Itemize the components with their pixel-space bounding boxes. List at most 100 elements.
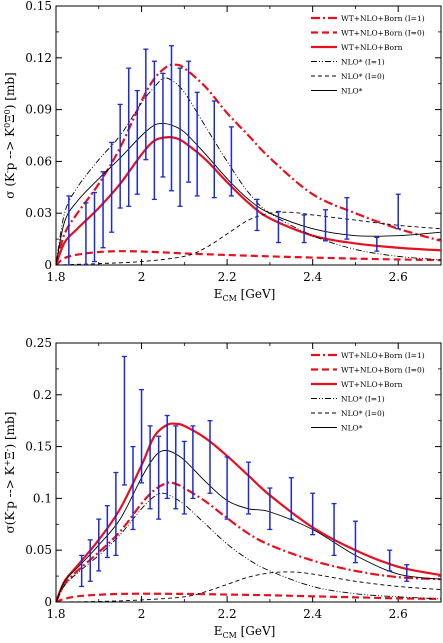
data-point (177, 67, 183, 207)
data-point (352, 520, 358, 564)
data-point (134, 89, 140, 195)
x-tick-label: 2.4 (303, 607, 322, 621)
legend-label: WT+NLO+Born (341, 380, 403, 389)
series-line (56, 571, 441, 602)
data-point (186, 60, 192, 183)
data-point (139, 388, 145, 484)
data-point (374, 236, 380, 252)
data-point (96, 518, 102, 572)
legend-label: WT+NLO+Born (I=0) (341, 29, 425, 38)
legend-label: NLO* (341, 424, 363, 433)
x-tick-label: 2 (138, 270, 146, 284)
legend-label: NLO* (341, 87, 363, 96)
data-point (169, 45, 174, 192)
data-point (207, 420, 213, 494)
x-axis-label: ECM [GeV] (214, 287, 276, 303)
series-line (56, 135, 441, 265)
y-tick-label: 0.05 (25, 543, 52, 557)
data-point (104, 505, 110, 559)
data-point (310, 492, 316, 536)
legend: WT+NLO+Born (I=1) WT+NLO+Born (I=0) WT+NLO… (311, 351, 425, 433)
data-point (267, 487, 273, 531)
y-axis-label: σ(K-p --> K+Ξ-) [mb] (3, 412, 17, 534)
series-line (56, 481, 441, 602)
y-tick-label: 0 (44, 595, 52, 609)
legend: WT+NLO+Born (I=1) WT+NLO+Born (I=0) WT+NLO… (311, 14, 425, 96)
legend-label: NLO* (I=1) (341, 58, 385, 67)
y-tick-label: 0.09 (25, 103, 52, 117)
y-tick-label: 0 (44, 258, 52, 272)
data-point (100, 171, 106, 249)
data-point (190, 425, 196, 500)
legend-label: WT+NLO+Born (I=1) (341, 351, 425, 360)
chart-top: 1.8 2 2.2 2.4 2.6 0 0.03 0.06 0.09 0.12 0.15 ECM [G… (3, 0, 442, 303)
legend-label: WT+NLO+Born (341, 43, 403, 52)
data-point (130, 445, 136, 531)
legend-label: WT+NLO+Born (I=0) (341, 366, 425, 375)
series-line (56, 211, 441, 265)
data-point (344, 197, 350, 240)
x-tick-label: 1.8 (46, 607, 65, 621)
data-point (387, 549, 393, 572)
x-tick-label: 2.6 (389, 270, 408, 284)
chart-bottom: 1.8 2 2.2 2.4 2.6 0 0.05 0.1 0.15 0.2 0.25 ECM [GeV… (3, 336, 442, 640)
y-tick-label: 0.15 (25, 0, 52, 13)
legend-label: NLO* (I=0) (341, 409, 385, 418)
series-line (56, 592, 441, 602)
data-point (301, 214, 307, 244)
data-point (194, 91, 200, 197)
y-tick-label: 0.12 (25, 51, 52, 65)
y-tick-label: 0.2 (33, 388, 52, 402)
legend-label: NLO* (I=1) (341, 395, 385, 404)
data-point (228, 126, 234, 197)
data-point (113, 471, 119, 557)
data-point (331, 502, 337, 557)
series-line (56, 449, 441, 602)
x-tick-label: 2.2 (218, 270, 237, 284)
data-point (126, 67, 132, 207)
data-point (79, 554, 85, 588)
y-tick-label: 0.1 (33, 491, 52, 505)
y-tick-label: 0.15 (25, 440, 52, 454)
data-point (404, 564, 410, 582)
data-point (288, 477, 294, 520)
data-point (87, 539, 93, 582)
data-point (109, 141, 115, 233)
data-point (246, 461, 251, 515)
x-axis-label: ECM [GeV] (214, 624, 276, 640)
series-line (56, 422, 441, 602)
x-tick-label: 1.8 (46, 270, 65, 284)
data-point (395, 193, 401, 230)
data-point (117, 103, 123, 209)
data-point (275, 210, 281, 244)
y-tick-label: 0.06 (25, 154, 52, 168)
data-point (147, 425, 153, 510)
data-point (164, 414, 170, 500)
data-point (211, 100, 217, 199)
series-line (56, 492, 441, 602)
legend-label: WT+NLO+Born (I=1) (341, 14, 425, 23)
x-tick-label: 2.6 (389, 607, 408, 621)
data-point (121, 355, 127, 486)
data-point (83, 202, 89, 265)
data-point (160, 72, 166, 178)
x-tick-label: 2.4 (303, 270, 322, 284)
series-line (56, 250, 441, 265)
data-point (181, 440, 187, 515)
data-point (66, 195, 72, 265)
data-point (143, 48, 149, 161)
y-axis-label: σ (K-p --> K0Ξ0) [mb] (3, 72, 17, 198)
series-line (56, 63, 441, 265)
data-point (254, 198, 260, 232)
series-line (56, 77, 441, 265)
x-tick-label: 2 (138, 607, 146, 621)
data-point (224, 456, 230, 520)
data-point (156, 435, 162, 520)
data-point (323, 209, 328, 242)
y-tick-label: 0.03 (25, 206, 52, 220)
series-line (56, 122, 441, 265)
x-tick-label: 2.2 (218, 607, 237, 621)
y-tick-label: 0.25 (25, 336, 52, 350)
data-point (151, 60, 157, 201)
